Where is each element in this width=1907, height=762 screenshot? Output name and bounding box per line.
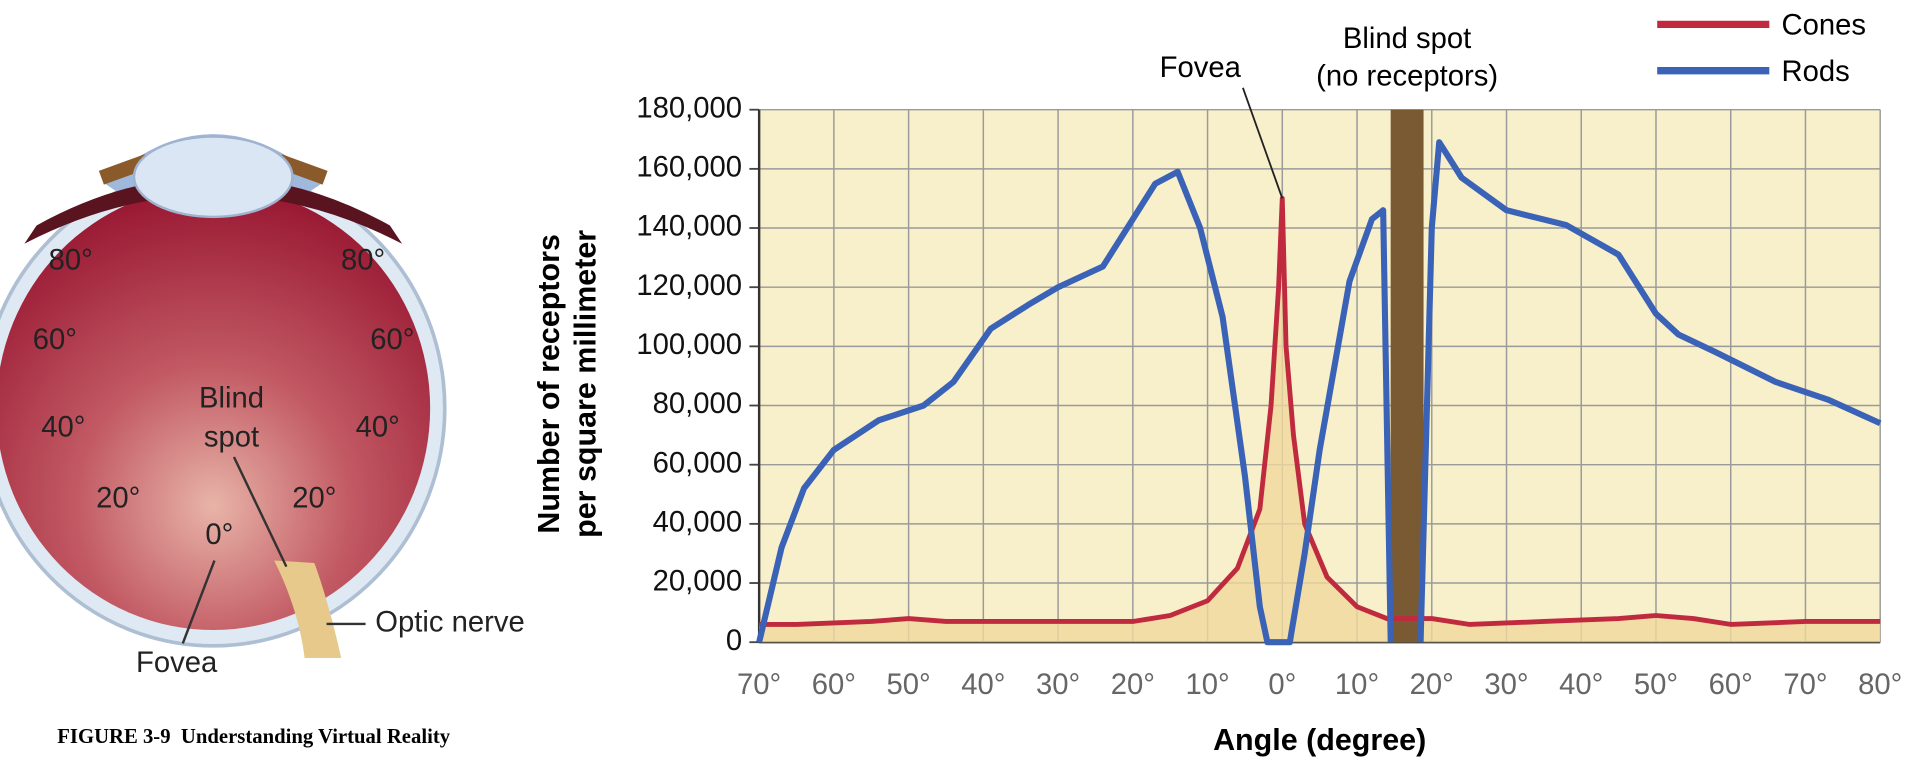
y-tick-label: 80,000 — [653, 388, 742, 420]
x-tick-label: 40° — [1559, 669, 1603, 701]
eye-angle-label: 40° — [41, 412, 85, 444]
x-tick-label: 20° — [1410, 669, 1454, 701]
x-tick-label: 30° — [1484, 669, 1528, 701]
y-tick-label: 120,000 — [636, 270, 742, 302]
annotation: Blind spot — [1343, 23, 1471, 55]
x-tick-label: 50° — [1634, 669, 1678, 701]
eye-angle-label: 80° — [341, 245, 385, 277]
legend-label: Rods — [1781, 56, 1849, 88]
eye-label: spot — [204, 421, 259, 453]
eye-angle-label: 40° — [356, 412, 400, 444]
eye-angle-label: 20° — [96, 482, 140, 514]
x-tick-label: 0° — [1268, 669, 1296, 701]
blind-spot-band — [1390, 109, 1424, 643]
x-tick-label: 10° — [1185, 669, 1229, 701]
y-tick-label: 20,000 — [653, 566, 742, 598]
chart: 0 20,000 40,000 60,000 80,000 100,000 120,000 1… — [532, 10, 1902, 758]
x-tick-label: 40° — [961, 669, 1005, 701]
series-line — [759, 195, 1881, 627]
x-tick-label: 30° — [1036, 669, 1080, 701]
eye-angle-label: 60° — [33, 324, 77, 356]
y-axis-title: Number of receptors — [532, 234, 566, 534]
eye-angle-label: 0° — [205, 519, 233, 551]
y-axis-title: per square millimeter — [568, 230, 602, 538]
y-tick-label: 180,000 — [636, 92, 742, 124]
x-axis-title: Angle (degree) — [1213, 723, 1426, 757]
eye-label: Blind — [199, 382, 264, 414]
eye-angle-label: 20° — [292, 482, 336, 514]
eye-diagram — [0, 134, 447, 659]
x-tick-label: 10° — [1335, 669, 1379, 701]
x-tick-label: 60° — [812, 669, 856, 701]
legend-label: Cones — [1781, 10, 1866, 42]
y-tick-label: 160,000 — [636, 152, 742, 184]
y-tick-label: 0 — [726, 625, 742, 657]
eye-angle-label: 60° — [370, 324, 414, 356]
y-tick-label: 40,000 — [653, 507, 742, 539]
eye-angle-label: 80° — [49, 245, 93, 277]
y-tick-label: 100,000 — [636, 329, 742, 361]
caption: FIGURE 3-9 Understanding Virtual Reality — [57, 726, 450, 748]
eye-label: Optic nerve — [375, 607, 524, 639]
annotation-pointer — [1242, 87, 1284, 199]
y-tick-label: 60,000 — [653, 447, 742, 479]
x-tick-label: 20° — [1111, 669, 1155, 701]
eye-labels: Blind spot Fovea Optic nerve 80° 80° 60° 60… — [33, 245, 525, 679]
x-tick-label: 70° — [1783, 669, 1827, 701]
x-tick-label: 60° — [1709, 669, 1753, 701]
x-tick-label: 70° — [737, 669, 781, 701]
annotation: Fovea — [1160, 52, 1242, 84]
annotation: (no receptors) — [1316, 61, 1498, 93]
eye-label: Fovea — [136, 647, 218, 679]
series-line — [756, 139, 1882, 646]
x-tick-label: 80° — [1858, 669, 1902, 701]
y-tick-label: 140,000 — [636, 211, 742, 243]
x-tick-label: 50° — [887, 669, 931, 701]
